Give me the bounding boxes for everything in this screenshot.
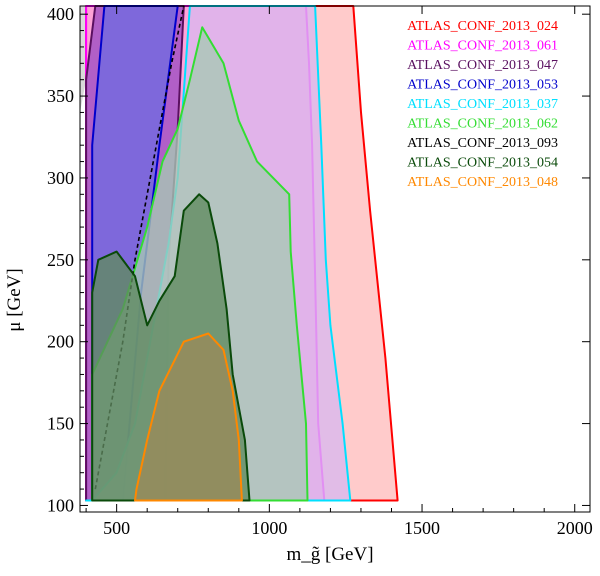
legend-entry-atlas-conf-2013-024: ATLAS_CONF_2013_024 [407,19,558,34]
y-tick-label-400: 400 [47,4,74,24]
y-tick-label-150: 150 [47,414,74,434]
y-tick-label-300: 300 [47,168,74,188]
y-tick-label-200: 200 [47,332,74,352]
x-tick-label-2000: 2000 [557,518,593,538]
chart-areas [80,5,399,502]
legend-entry-atlas-conf-2013-037: ATLAS_CONF_2013_037 [407,97,558,112]
y-tick-label-250: 250 [47,250,74,270]
plot-frame [79,5,591,513]
x-axis-title: m_g̃ [GeV] [286,544,373,565]
plot-border [79,5,591,513]
x-tick-label-1500: 1500 [404,518,440,538]
legend: ATLAS_CONF_2013_024 ATLAS_CONF_2013_061 AT… [407,19,558,190]
x-tick-label-1000: 1000 [251,518,287,538]
series-atlas-conf-2013-048 [134,332,243,502]
y-axis-title: μ [GeV] [4,268,25,331]
legend-entry-atlas-conf-2013-053: ATLAS_CONF_2013_053 [407,78,558,93]
legend-entry-atlas-conf-2013-048: ATLAS_CONF_2013_048 [407,175,558,190]
y-tick-label-100: 100 [47,495,74,515]
axis-ticks: 500 1000 1500 2000 100 150 200 250 300 350 400 [47,4,593,538]
legend-entry-atlas-conf-2013-047: ATLAS_CONF_2013_047 [407,58,558,73]
legend-entry-atlas-conf-2013-061: ATLAS_CONF_2013_061 [407,39,558,54]
legend-entry-atlas-conf-2013-093: ATLAS_CONF_2013_093 [407,136,558,151]
x-tick-label-500: 500 [103,518,130,538]
y-tick-label-350: 350 [47,86,74,106]
legend-entry-atlas-conf-2013-054: ATLAS_CONF_2013_054 [407,156,558,171]
legend-entry-atlas-conf-2013-062: ATLAS_CONF_2013_062 [407,117,558,132]
